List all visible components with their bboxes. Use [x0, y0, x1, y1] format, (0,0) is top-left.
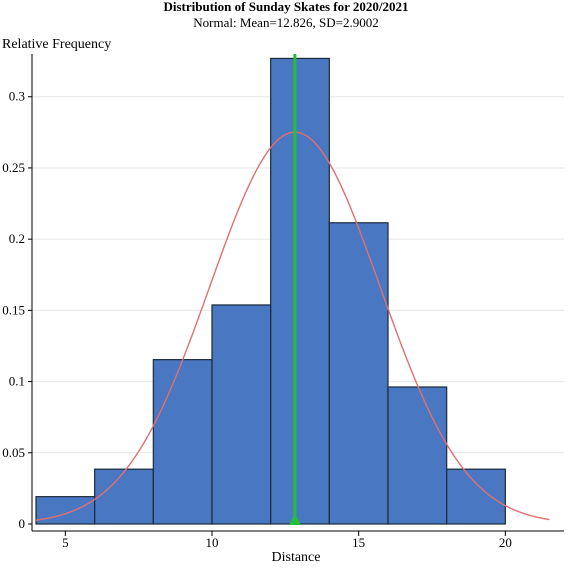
- histogram-bar-2: [152, 359, 213, 525]
- y-tick-label-5: 0.25: [2, 160, 25, 175]
- chart-title: Distribution of Sunday Skates for 2020/2…: [164, 0, 409, 14]
- x-tick-label-0: 5: [62, 535, 69, 550]
- y-tick-label-4: 0.2: [9, 231, 25, 246]
- normal-curve-layer: [35, 131, 550, 521]
- x-tick-label-2: 15: [352, 535, 365, 550]
- mean-marker-layer: [288, 54, 301, 525]
- y-tick-label-1: 0.05: [2, 445, 25, 460]
- normal-curve: [35, 131, 550, 521]
- y-tick-label-6: 0.3: [9, 89, 25, 104]
- x-tick-label-3: 20: [499, 535, 512, 550]
- histogram-bar-1: [94, 468, 154, 525]
- y-tick-label-2: 0.1: [9, 374, 25, 389]
- histogram-bar-7: [446, 468, 506, 525]
- mean-marker-triangle: [288, 514, 301, 525]
- y-tick-label-3: 0.15: [2, 302, 25, 317]
- histogram-bar-6: [387, 386, 448, 525]
- y-tick-label-0: 0: [19, 516, 26, 531]
- histogram-bar-4: [270, 57, 330, 525]
- x-axis-label: Distance: [272, 550, 321, 565]
- chart-subtitle: Normal: Mean=12.826, SD=2.9002: [193, 15, 378, 30]
- y-axis-label: Relative Frequency: [2, 37, 111, 52]
- histogram-bars: [35, 57, 506, 525]
- histogram-bar-3: [211, 304, 272, 525]
- histogram-bar-0: [35, 496, 96, 525]
- x-tick-label-1: 10: [206, 535, 219, 550]
- histogram-bar-5: [328, 222, 389, 525]
- axes: 0 0.05 0.1 0.15 0.2 0.25 0.3 5 10 15 20: [2, 54, 564, 550]
